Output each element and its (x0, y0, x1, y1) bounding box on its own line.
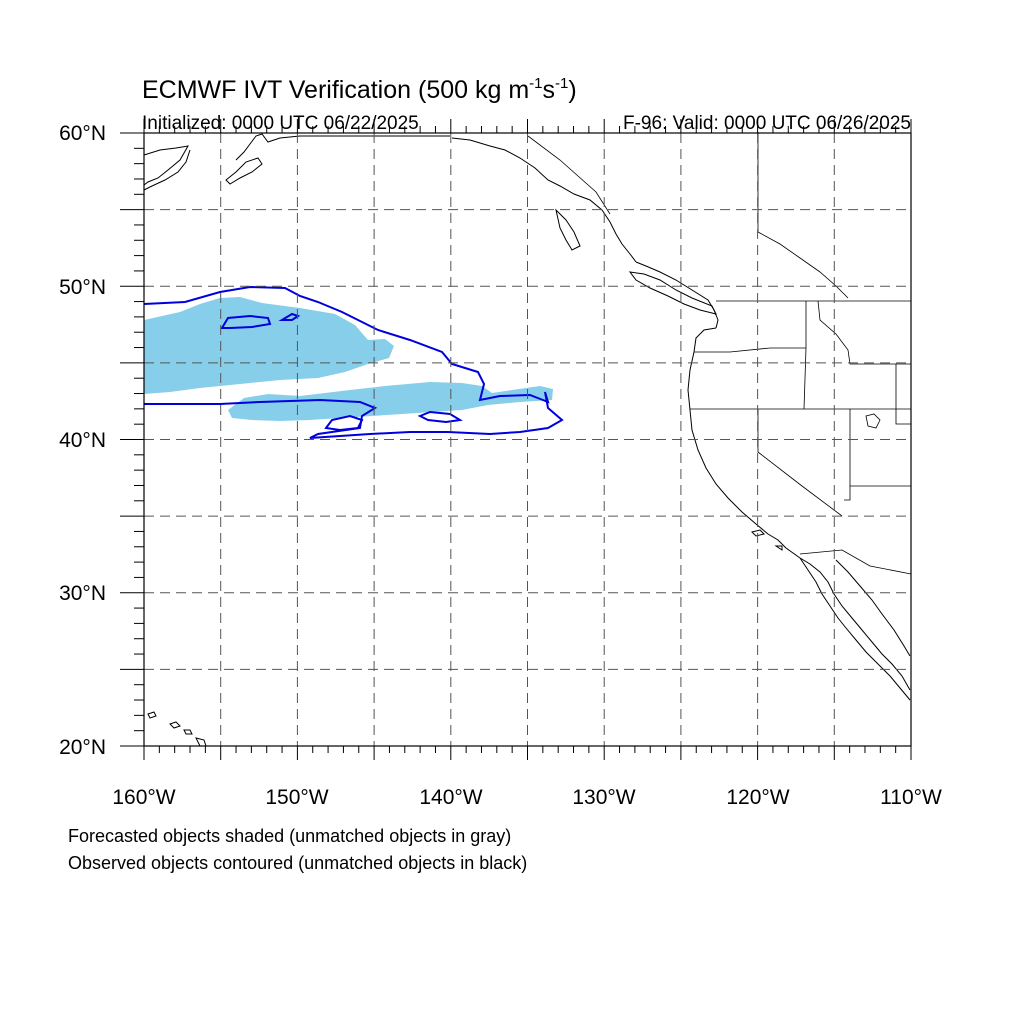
lat-lon-grid (144, 133, 911, 746)
lat-label-40n: 40°N (59, 429, 106, 452)
observed-objects (143, 285, 564, 439)
coastlines (143, 133, 911, 747)
alaska-peninsula-coast (143, 149, 191, 191)
lon-label-140w: 140°W (419, 786, 482, 809)
montana-idaho-border (817, 300, 911, 365)
lat-label-60n: 60°N (59, 122, 106, 145)
baja-california (799, 557, 911, 701)
init-time-label: Initialized: 0000 UTC 06/22/2025 (142, 113, 419, 134)
kodiak-island (225, 157, 263, 185)
gulf-of-california-coast (835, 559, 911, 657)
legend-observed-note: Observed objects contoured (unmatched ob… (68, 853, 528, 873)
southeast-alaska-coast (451, 137, 637, 263)
forecast-object-north (144, 297, 394, 394)
hawaiian-islands (147, 711, 207, 747)
us-mexico-border (799, 549, 912, 575)
california-nevada-border (757, 409, 843, 517)
forecast-object-south (228, 382, 553, 421)
bc-coast (635, 261, 719, 329)
observed-object-south-inner-1 (324, 414, 364, 432)
great-salt-lake (865, 413, 881, 429)
lon-label-150w: 150°W (265, 786, 328, 809)
valid-time-label: F-96: Valid: 0000 UTC 06/26/2025 (623, 113, 911, 134)
nevada-utah-border (844, 409, 851, 501)
lon-axis-labels: 160°W 150°W 140°W 130°W 120°W 110°W (112, 786, 942, 809)
channel-islands (751, 529, 783, 551)
idaho-border (803, 301, 807, 410)
alaska-gulf-coast (235, 133, 450, 161)
wyoming-border (895, 364, 911, 425)
lon-label-160w: 160°W (112, 786, 175, 809)
us-west-coast (687, 327, 911, 691)
observed-object-north (143, 285, 564, 439)
washington-oregon-border (694, 347, 806, 353)
map-title: ECMWF IVT Verification (500 kg m-1s-1) (142, 75, 577, 104)
observed-object-north-inner-small (278, 312, 301, 321)
lon-label-120w: 120°W (726, 786, 789, 809)
observed-object-north-inner (220, 314, 272, 329)
observed-object-south-inner-2 (417, 410, 463, 424)
lon-label-110w: 110°W (880, 786, 942, 809)
forecast-objects (144, 297, 553, 421)
legend-forecast-note: Forecasted objects shaded (unmatched obj… (68, 826, 512, 846)
alaska-canada-border (527, 135, 611, 215)
lon-label-130w: 130°W (572, 786, 635, 809)
lat-label-20n: 20°N (59, 736, 106, 759)
alaska-west-coast (143, 145, 189, 186)
axis-ticks (120, 119, 912, 760)
lat-axis-labels: 60°N 50°N 40°N 30°N 20°N (59, 122, 106, 759)
bc-islands (555, 208, 581, 251)
lat-label-50n: 50°N (59, 276, 106, 299)
lat-label-30n: 30°N (59, 582, 106, 605)
map-frame (143, 132, 912, 747)
